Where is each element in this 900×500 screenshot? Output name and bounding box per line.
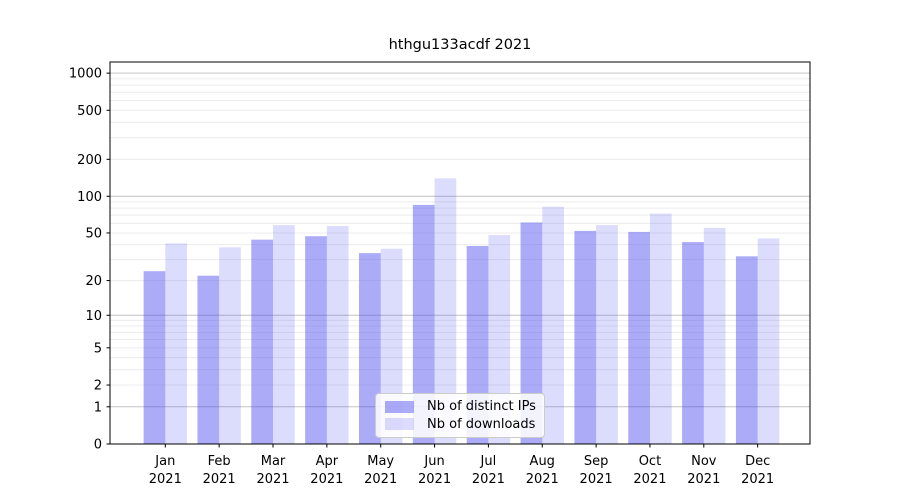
bar-mar-downloads [273,225,295,444]
bar-sep-downloads [596,225,618,444]
y-tick-label: 5 [94,341,102,356]
bar-mar-ips [251,239,273,444]
legend-item: Nb of distinct IPs [384,400,536,413]
legend-swatch-distinct-ips [385,400,414,413]
bar-aug-downloads [542,206,564,444]
x-tick-label-year: 2021 [418,472,451,487]
x-tick-label-month: Sep [584,454,609,469]
x-tick-label-year: 2021 [580,472,613,487]
bar-apr-downloads [326,226,349,444]
bar-jan-ips [143,271,166,444]
x-tick-label-year: 2021 [310,472,343,487]
x-tick-label-month: Jan [154,454,175,469]
chart-title: hthgu133acdf 2021 [388,37,532,53]
legend-label-distinct-ips: Nb of distinct IPs [427,399,536,415]
bar-feb-ips [197,275,220,444]
bar-jul-downloads [488,235,511,444]
x-tick-label-month: Jun [423,454,444,469]
x-tick-label-year: 2021 [472,472,505,487]
x-tick-label-month: Oct [639,454,661,469]
legend-item: Nb of downloads [384,418,536,431]
bar-oct-ips [628,231,650,444]
x-tick-label-year: 2021 [687,472,720,487]
y-tick-label: 1 [94,400,102,415]
plot-frame [109,61,811,445]
bar-jun-downloads [434,178,457,445]
y-tick-label: 200 [77,153,102,168]
x-tick-label-year: 2021 [364,472,397,487]
y-tick-label: 100 [77,190,102,205]
bar-nov-ips [682,242,704,444]
x-tick-label-month: Jul [480,454,497,469]
legend: Nb of distinct IPs Nb of downloads [375,393,545,438]
bar-apr-ips [305,236,327,444]
x-tick-label-month: Feb [208,454,231,469]
bar-jan-downloads [165,243,187,444]
y-tick-label: 0 [94,438,102,453]
y-tick-label: 1000 [69,67,102,82]
bar-dec-downloads [757,238,780,444]
bar-nov-downloads [703,227,726,444]
y-tick-label: 500 [77,104,102,119]
x-tick-label-month: Apr [316,454,339,469]
bar-sep-ips [574,230,597,444]
legend-label-downloads: Nb of downloads [427,416,536,432]
x-tick-label-month: Nov [691,454,717,469]
x-tick-label-year: 2021 [526,472,559,487]
x-tick-label-month: Mar [261,454,286,469]
x-tick-label-year: 2021 [256,472,289,487]
y-tick-label: 2 [94,379,102,394]
x-tick-label-month: Aug [530,454,555,469]
y-tick-label: 50 [85,226,102,241]
bar-feb-downloads [219,247,241,444]
bar-oct-downloads [649,213,672,444]
y-tick-label: 20 [85,274,102,289]
x-tick-label-year: 2021 [203,472,236,487]
bar-jun-ips [412,204,435,444]
x-tick-label-year: 2021 [149,472,182,487]
x-tick-label-month: Dec [745,454,770,469]
bar-aug-ips [520,222,543,444]
x-tick-label-year: 2021 [741,472,774,487]
x-tick-label-month: May [367,454,394,469]
bar-dec-ips [735,256,758,444]
y-tick-label: 10 [85,309,102,324]
x-tick-label-year: 2021 [633,472,666,487]
legend-swatch-downloads [385,418,414,431]
